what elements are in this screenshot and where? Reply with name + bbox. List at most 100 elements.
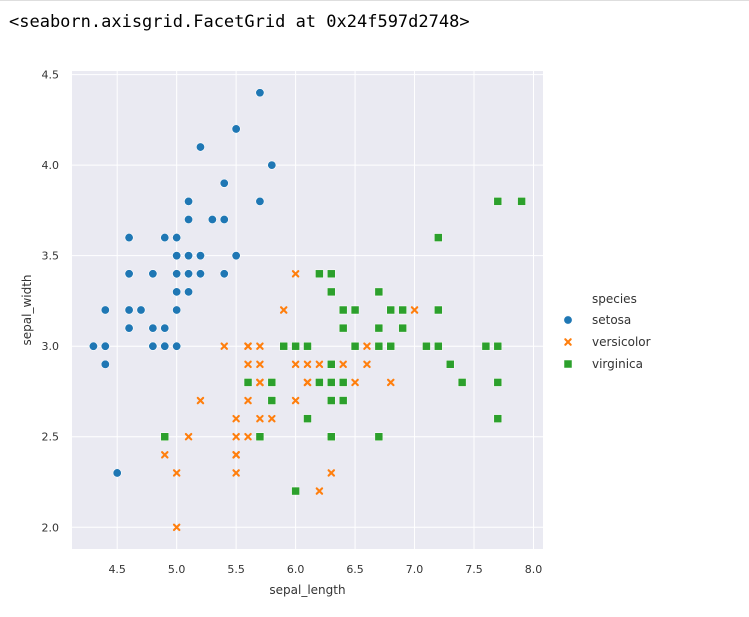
setosa-point (100, 305, 110, 315)
setosa-point (219, 178, 229, 188)
virginica-point (267, 396, 277, 405)
setosa-point (172, 287, 182, 297)
x-axis-label: sepal_length (269, 583, 345, 597)
x-tick-label: 6.0 (287, 563, 305, 576)
virginica-point (481, 341, 491, 351)
tick-labels: 4.5 5.0 5.5 6.0 6.5 7.0 7.5 8.0 2.0 2.5 3.0 3.5 4.0 4… (42, 69, 543, 576)
virginica-point (493, 414, 503, 423)
legend-label-setosa: setosa (592, 313, 631, 327)
x-tick-label: 8.0 (525, 563, 543, 576)
virginica-point (291, 486, 300, 496)
versicolor-point (387, 378, 395, 387)
setosa-point (184, 196, 194, 206)
virginica-point (303, 414, 312, 423)
virginica-point (434, 305, 443, 315)
setosa-point (160, 323, 170, 333)
setosa-point (255, 196, 265, 206)
versicolor-point (256, 360, 264, 369)
setosa-point (195, 142, 205, 152)
data-points (88, 88, 526, 532)
virginica-point (327, 396, 336, 405)
versicolor-point (291, 396, 300, 405)
virginica-point (338, 323, 348, 333)
versicolor-point (363, 342, 371, 350)
versicolor-point (291, 360, 300, 369)
versicolor-point (410, 306, 419, 314)
versicolor-point (232, 469, 240, 477)
virginica-point (350, 305, 360, 315)
versicolor-point (232, 414, 240, 423)
virginica-point (327, 432, 336, 441)
versicolor-point (303, 378, 312, 387)
y-tick-label: 4.0 (42, 159, 60, 172)
versicolor-point (172, 469, 181, 477)
legend-marker-virginica (563, 359, 573, 369)
setosa-point (136, 305, 146, 315)
versicolor-point (232, 432, 240, 441)
virginica-point (374, 323, 384, 333)
virginica-point (493, 378, 503, 387)
versicolor-point (327, 469, 336, 477)
setosa-point (184, 251, 194, 261)
virginica-point (315, 269, 324, 279)
virginica-point (434, 341, 443, 351)
series-setosa (88, 88, 277, 478)
versicolor-point (172, 523, 181, 532)
virginica-point (398, 305, 407, 315)
setosa-point (231, 124, 241, 134)
virginica-point (493, 197, 503, 206)
setosa-point (255, 88, 265, 98)
versicolor-point (244, 360, 252, 369)
versicolor-point (244, 432, 252, 441)
setosa-point (124, 233, 134, 243)
legend-label-versicolor: versicolor (592, 335, 651, 349)
virginica-point (279, 341, 288, 351)
versicolor-point (363, 360, 371, 369)
setosa-point (195, 269, 205, 279)
virginica-point (386, 305, 396, 315)
virginica-point (327, 360, 336, 369)
setosa-point (124, 269, 134, 279)
virginica-point (374, 287, 384, 297)
output-top-border (0, 0, 749, 1)
virginica-point (291, 341, 300, 351)
legend-marker-versicolor (564, 338, 572, 346)
versicolor-point (291, 270, 300, 278)
setosa-point (112, 468, 122, 478)
virginica-point (327, 287, 336, 297)
versicolor-point (232, 451, 240, 459)
setosa-point (195, 251, 205, 261)
x-tick-label: 7.0 (406, 563, 424, 576)
virginica-point (457, 378, 467, 387)
y-axis-label: sepal_width (20, 274, 34, 345)
versicolor-point (161, 451, 169, 459)
series-virginica (160, 197, 526, 496)
versicolor-point (256, 414, 264, 423)
versicolor-point (339, 360, 347, 369)
virginica-point (386, 341, 396, 351)
setosa-point (184, 214, 194, 224)
y-tick-label: 3.5 (42, 250, 60, 263)
virginica-point (243, 378, 253, 387)
setosa-point (207, 214, 217, 224)
versicolor-point (244, 396, 252, 405)
virginica-point (398, 323, 407, 333)
virginica-point (445, 360, 455, 369)
virginica-point (422, 341, 431, 351)
setosa-point (124, 305, 134, 315)
setosa-point (160, 233, 170, 243)
setosa-point (219, 269, 229, 279)
versicolor-point (351, 378, 359, 387)
virginica-point (303, 341, 312, 351)
setosa-point (100, 359, 110, 369)
virginica-point (517, 197, 526, 206)
virginica-point (374, 341, 384, 351)
x-tick-label: 5.5 (227, 563, 245, 576)
setosa-point (160, 341, 170, 351)
setosa-point (148, 323, 158, 333)
virginica-point (338, 305, 348, 315)
setosa-point (172, 269, 182, 279)
virginica-point (338, 396, 348, 405)
virginica-point (350, 341, 360, 351)
